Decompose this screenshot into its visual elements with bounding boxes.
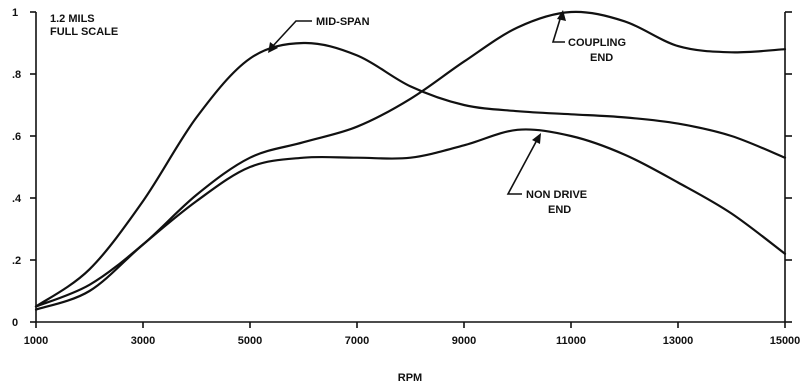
coupling-end-label-line-2: END — [590, 52, 613, 64]
x-axis-title: RPM — [398, 372, 422, 384]
y-tick-label: .8 — [12, 69, 21, 81]
x-tick-label: 1000 — [24, 335, 48, 347]
tick-group: 1000 3000 5000 7000 9000 11000 13000 15000 0 .2 .4… — [12, 7, 800, 347]
y-tick-label: 0 — [12, 317, 18, 329]
x-tick-label: 3000 — [131, 335, 155, 347]
x-tick-label: 9000 — [452, 335, 476, 347]
non-drive-end-arrowhead — [532, 133, 541, 144]
series-line-coupling-end — [34, 10, 787, 308]
label-coupling-end: COUPLING END — [551, 10, 626, 64]
coupling-end-leader — [551, 15, 565, 43]
coupling-end-arrowhead — [557, 10, 566, 21]
series-line-non-drive-end — [34, 128, 787, 311]
x-tick-label: 5000 — [238, 335, 262, 347]
x-tick-label: 7000 — [345, 335, 369, 347]
series-line-mid-span — [34, 41, 787, 308]
label-non-drive-end: NON DRIVE END — [506, 133, 587, 216]
coupling-end-label-line-1: COUPLING — [568, 37, 626, 49]
x-tick-label: 15000 — [770, 335, 800, 347]
non-drive-end-label-line-2: END — [548, 204, 571, 216]
scale-note-line-2: FULL SCALE — [50, 26, 118, 38]
x-tick-label: 11000 — [556, 335, 586, 347]
mid-span-label: MID-SPAN — [316, 16, 370, 28]
non-drive-end-leader — [506, 139, 538, 195]
y-tick-label: .2 — [12, 255, 21, 267]
y-tick-label: .6 — [12, 131, 21, 143]
axes — [35, 12, 786, 323]
non-drive-end-label-line-1: NON DRIVE — [526, 189, 587, 201]
y-tick-label: 1 — [12, 7, 18, 19]
series-group — [34, 10, 787, 311]
x-tick-label: 13000 — [663, 335, 694, 347]
scale-note-line-1: 1.2 MILS — [50, 13, 95, 25]
mid-span-arrowhead — [268, 42, 278, 53]
y-tick-label: .4 — [12, 193, 22, 205]
mid-span-leader — [271, 20, 312, 48]
label-mid-span: MID-SPAN — [268, 16, 370, 53]
